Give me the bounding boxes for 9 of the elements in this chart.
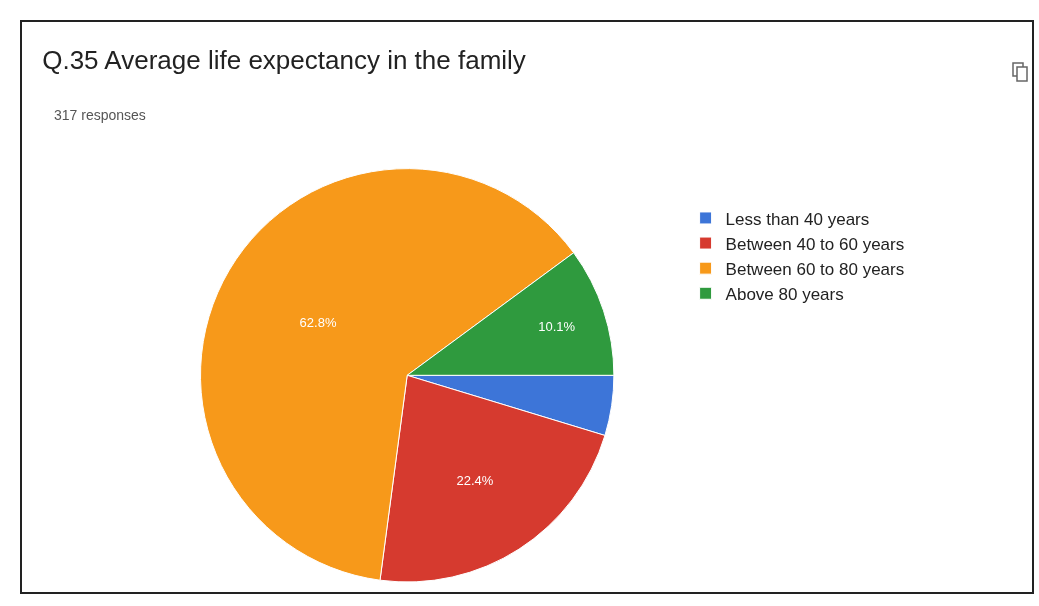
- chart-title: Q.35 Average life expectancy in the family: [42, 44, 526, 75]
- legend-label: Between 40 to 60 years: [725, 234, 905, 254]
- legend-label: Less than 40 years: [725, 209, 870, 229]
- legend-label: Between 60 to 80 years: [725, 259, 905, 279]
- data-label: 10.1%: [538, 318, 576, 334]
- data-label: 62.8%: [299, 315, 337, 331]
- chart-subtitle: 317 responses: [54, 107, 146, 123]
- legend-label: Above 80 years: [725, 284, 844, 304]
- data-label: 22.4%: [456, 473, 494, 489]
